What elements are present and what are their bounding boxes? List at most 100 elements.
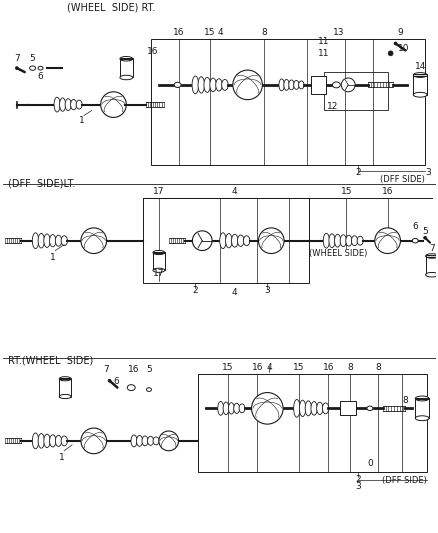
Text: 0: 0	[366, 458, 372, 467]
Ellipse shape	[411, 238, 417, 243]
Text: 5: 5	[30, 54, 35, 63]
Text: (DFF  SIDE)LT.: (DFF SIDE)LT.	[8, 179, 75, 189]
Ellipse shape	[310, 401, 317, 415]
Ellipse shape	[215, 79, 222, 91]
Bar	[412, 74, 426, 76]
Ellipse shape	[340, 78, 354, 92]
Ellipse shape	[146, 388, 151, 391]
Text: 14: 14	[414, 62, 426, 71]
Bar	[151, 38, 424, 165]
Ellipse shape	[55, 235, 61, 246]
Text: 1: 1	[49, 253, 55, 262]
Text: 15: 15	[340, 187, 351, 196]
Text: (DFF SIDE): (DFF SIDE)	[379, 175, 424, 184]
Text: 9: 9	[397, 28, 403, 37]
Text: 11: 11	[317, 37, 328, 46]
Ellipse shape	[153, 437, 159, 445]
Ellipse shape	[316, 402, 322, 415]
Text: 17: 17	[153, 187, 164, 196]
Ellipse shape	[152, 251, 164, 255]
Bar	[424, 256, 438, 274]
Ellipse shape	[298, 81, 304, 89]
Ellipse shape	[30, 66, 35, 70]
Ellipse shape	[44, 234, 50, 247]
Ellipse shape	[38, 233, 44, 248]
Text: 17: 17	[153, 269, 164, 278]
Ellipse shape	[231, 235, 237, 247]
Ellipse shape	[293, 80, 298, 90]
Ellipse shape	[59, 394, 71, 399]
Ellipse shape	[108, 379, 111, 382]
Text: 8: 8	[374, 363, 380, 372]
Text: 6: 6	[38, 72, 43, 81]
Ellipse shape	[120, 75, 132, 80]
Text: 5: 5	[146, 365, 152, 374]
Ellipse shape	[221, 79, 228, 90]
Ellipse shape	[61, 436, 67, 446]
Ellipse shape	[393, 42, 396, 45]
Ellipse shape	[332, 82, 339, 88]
Text: (WHEEL SIDE): (WHEEL SIDE)	[308, 249, 366, 259]
Ellipse shape	[49, 235, 56, 247]
Text: 4: 4	[266, 363, 272, 372]
Ellipse shape	[55, 435, 61, 447]
Bar	[339, 401, 355, 415]
Ellipse shape	[345, 235, 351, 246]
Bar	[323, 72, 387, 110]
Bar	[59, 379, 71, 397]
Ellipse shape	[339, 235, 346, 247]
Ellipse shape	[219, 233, 226, 248]
Ellipse shape	[243, 236, 249, 246]
Bar	[59, 378, 71, 379]
Ellipse shape	[424, 254, 438, 258]
Text: 8: 8	[402, 396, 407, 405]
Ellipse shape	[328, 234, 334, 248]
Ellipse shape	[141, 436, 148, 446]
Ellipse shape	[76, 100, 82, 109]
Bar	[414, 398, 428, 399]
Ellipse shape	[209, 78, 216, 92]
Ellipse shape	[32, 433, 39, 449]
Ellipse shape	[38, 66, 43, 70]
Ellipse shape	[283, 79, 289, 90]
Text: 16: 16	[322, 363, 333, 372]
Text: 7: 7	[14, 54, 20, 63]
Ellipse shape	[127, 385, 135, 391]
Ellipse shape	[288, 80, 293, 90]
Bar	[152, 252, 164, 253]
Ellipse shape	[232, 70, 262, 100]
Text: 16: 16	[173, 28, 184, 37]
Ellipse shape	[81, 228, 106, 254]
Ellipse shape	[293, 399, 299, 417]
Ellipse shape	[258, 228, 283, 254]
Text: 2: 2	[354, 168, 360, 177]
Bar	[120, 59, 132, 77]
Ellipse shape	[71, 100, 77, 110]
Ellipse shape	[237, 235, 244, 246]
Ellipse shape	[152, 268, 164, 272]
Text: 11: 11	[317, 49, 328, 58]
Ellipse shape	[32, 233, 39, 248]
Bar	[120, 58, 132, 59]
Text: 16: 16	[381, 187, 392, 196]
Ellipse shape	[60, 98, 66, 111]
Ellipse shape	[198, 77, 204, 93]
Text: 4: 4	[231, 187, 237, 196]
Bar	[152, 253, 164, 270]
Bar	[424, 255, 438, 256]
Text: 4: 4	[217, 28, 223, 37]
Text: (WHEEL  SIDE) RT.: (WHEEL SIDE) RT.	[67, 3, 155, 13]
Text: 12: 12	[326, 102, 337, 111]
Ellipse shape	[387, 51, 392, 56]
Bar	[310, 76, 326, 94]
Ellipse shape	[136, 435, 142, 446]
Text: 15: 15	[222, 363, 233, 372]
Ellipse shape	[322, 233, 328, 248]
Ellipse shape	[424, 272, 438, 277]
Ellipse shape	[278, 79, 284, 91]
Ellipse shape	[225, 233, 232, 248]
Ellipse shape	[334, 235, 340, 247]
Bar	[414, 399, 428, 418]
Ellipse shape	[304, 401, 311, 416]
Ellipse shape	[233, 403, 239, 414]
